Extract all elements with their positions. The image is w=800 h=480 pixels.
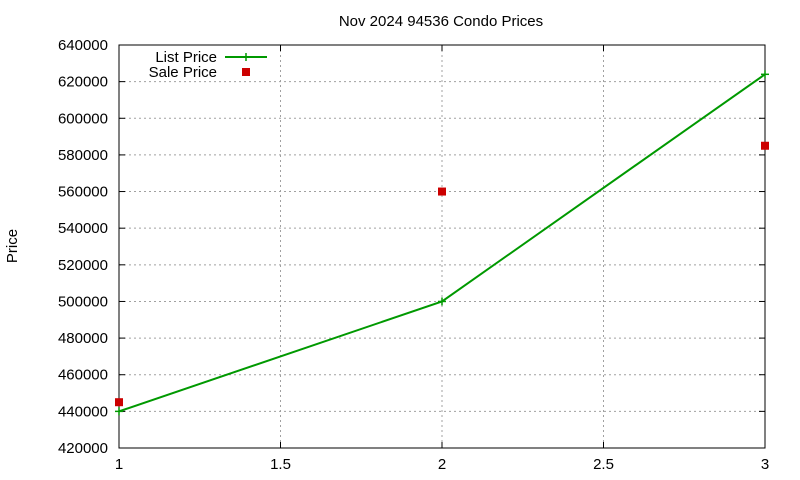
y-tick-label: 480000 (58, 330, 108, 347)
y-axis-label: Price (4, 229, 21, 263)
data-point-plus (115, 407, 123, 416)
legend-square-marker (242, 68, 250, 76)
x-tick-label: 2 (438, 456, 446, 473)
axis-ticks: 420000 440000 460000 480000 500000 520000 5400… (58, 37, 769, 473)
legend-label: List Price (155, 49, 217, 66)
y-tick-label: 440000 (58, 403, 108, 420)
data-point-square (761, 141, 769, 150)
y-tick-label: 620000 (58, 74, 108, 91)
legend-label: Sale Price (149, 64, 217, 81)
y-tick-label: 460000 (58, 367, 108, 384)
y-tick-label: 420000 (58, 440, 108, 457)
series (115, 70, 769, 416)
x-tick-label: 2.5 (593, 456, 614, 473)
legend-plus-marker (242, 53, 250, 61)
y-tick-label: 540000 (58, 220, 108, 237)
y-tick-label: 580000 (58, 147, 108, 164)
y-tick-label: 640000 (58, 37, 108, 54)
x-tick-label: 1 (115, 456, 123, 473)
chart-title: Nov 2024 94536 Condo Prices (339, 13, 543, 30)
x-tick-label: 1.5 (270, 456, 291, 473)
data-point-plus (761, 70, 769, 79)
data-point-square (115, 398, 123, 407)
grid (119, 45, 765, 448)
data-point-square (438, 187, 446, 196)
y-tick-label: 520000 (58, 257, 108, 274)
y-tick-label: 500000 (58, 293, 108, 310)
series-0 (115, 70, 769, 416)
series-1 (115, 141, 769, 407)
y-tick-label: 600000 (58, 110, 108, 127)
x-tick-label: 3 (761, 456, 769, 473)
y-tick-label: 560000 (58, 184, 108, 201)
data-point-plus (438, 297, 446, 306)
